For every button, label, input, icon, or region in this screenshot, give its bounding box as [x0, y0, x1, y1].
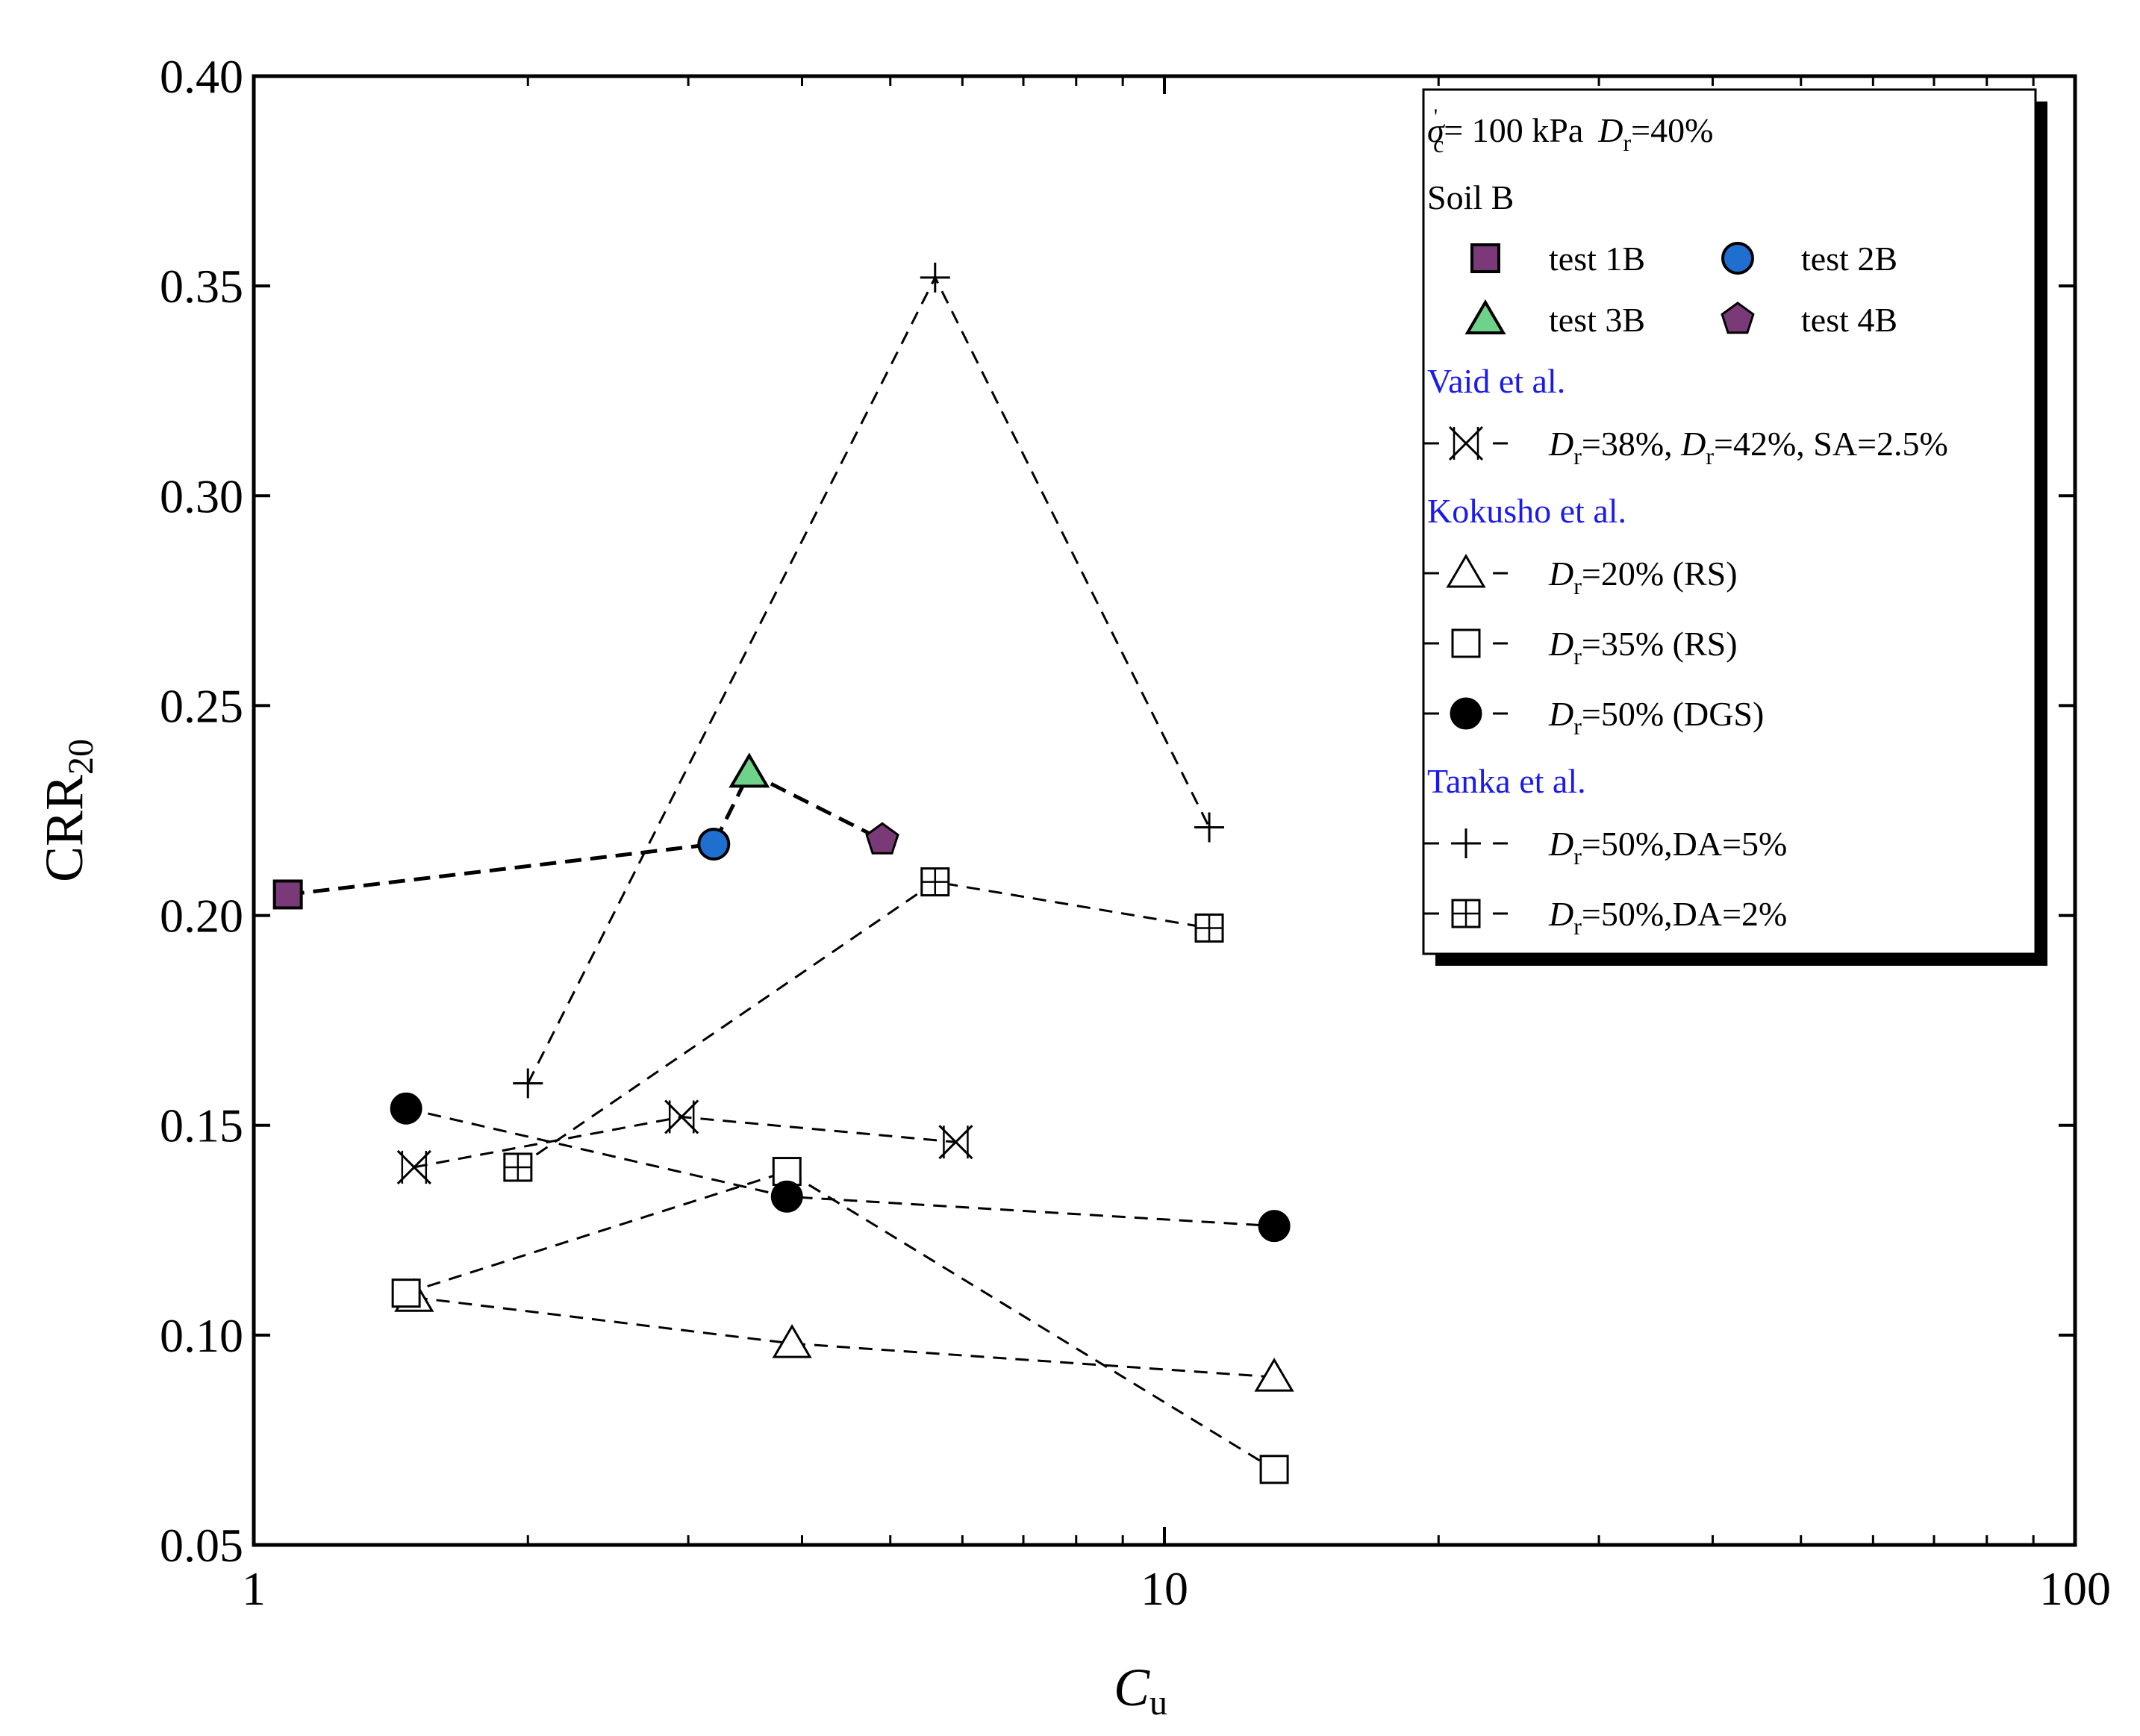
legend-xbox-d2 [1448, 425, 1484, 461]
series-line-9 [517, 881, 1210, 1169]
data-point-s4-p2-d2 [938, 1125, 973, 1160]
legend-group-tanka: Tanka et al. [1427, 762, 1586, 800]
series-line-4 [414, 1115, 956, 1169]
legend-marker-tanka-da2 [1424, 899, 1508, 928]
legend-group-kokusho: Kokusho et al. [1427, 492, 1626, 530]
series-markers [272, 262, 1294, 1484]
y-tick-label: 0.15 [160, 1099, 243, 1152]
data-point-s6-p0 [391, 1278, 421, 1308]
legend-square-open [1451, 628, 1481, 658]
legend-label-kokusho-dr50: Dr=50% (DGS) [1548, 695, 1764, 740]
y-tick-label: 0.35 [160, 260, 243, 313]
series-line-8 [526, 275, 1211, 1084]
legend-marker-kokusho-dr20 [1424, 554, 1508, 588]
x-tick-label: 1 [242, 1562, 266, 1615]
legend-marker-test-4b [1721, 302, 1755, 334]
y-axis-title: CRR20 [34, 739, 101, 882]
legend-group-soil-b: Soil B [1427, 178, 1514, 216]
legend-marker-vaid [1424, 425, 1508, 461]
data-point-s5-p2 [1254, 1358, 1294, 1392]
x-axis-title: Cu [1114, 1658, 1167, 1723]
y-tick-label: 0.30 [160, 469, 243, 522]
data-point-s2-p0 [729, 752, 770, 788]
x-tick-label: 100 [2039, 1562, 2111, 1615]
legend-triangle-open [1446, 554, 1486, 588]
legend-label-tanka-da5: Dr=50%,DA=5% [1548, 825, 1787, 869]
y-tick-label: 0.20 [160, 890, 243, 943]
legend-label-test-4b: test 4B [1801, 301, 1897, 339]
legend-label-tanka-da2: Dr=50%,DA=2% [1548, 895, 1787, 940]
series-line-6 [405, 1170, 1275, 1471]
legend: σ' c= 100 kPa Dr=40% Soil B test 1B test 2… [1422, 88, 2047, 966]
data-point-s7-p1 [770, 1180, 803, 1213]
x-minor-ticks [526, 76, 2035, 1545]
legend-marker-test-3b [1464, 299, 1506, 334]
legend-label-test-2b: test 2B [1801, 240, 1897, 278]
data-point-s7-p2 [1258, 1210, 1291, 1243]
legend-marker-test-2b [1721, 242, 1754, 275]
y-tick-label: 0.25 [160, 679, 243, 732]
legend-marker-kokusho-dr35 [1424, 628, 1508, 658]
legend-group-vaid: Vaid et al. [1427, 362, 1565, 400]
legend-circle [1721, 242, 1754, 275]
data-point-s6-p2 [1259, 1455, 1289, 1484]
legend-condition: σ' c= 100 kPa Dr=40% [1427, 104, 1713, 157]
legend-pentagon [1721, 302, 1755, 334]
data-point-s1-p0 [697, 827, 731, 861]
legend-square [1470, 243, 1500, 273]
y-tick-label: 0.10 [160, 1309, 243, 1362]
data-point-s0-p0 [272, 879, 303, 910]
series-line-7 [405, 1107, 1275, 1228]
legend-label-kokusho-dr35: Dr=35% (RS) [1548, 625, 1738, 669]
legend-marker-kokusho-dr50 [1424, 697, 1508, 730]
data-point-s4-p0-d2 [396, 1149, 431, 1185]
y-tick-label: 0.05 [160, 1519, 243, 1572]
series-lines [287, 275, 1275, 1471]
legend-label-vaid: Dr=38%, Dr=42%, SA=2.5% [1548, 425, 1948, 469]
legend-marker-tanka-da5 [1424, 828, 1508, 858]
legend-label-kokusho-dr20: Dr=20% (RS) [1548, 555, 1738, 599]
x-tick-label: 10 [1141, 1562, 1188, 1615]
legend-label-test-3b: test 3B [1549, 301, 1645, 339]
y-tick-label: 0.40 [160, 50, 243, 103]
data-point-s7-p0 [390, 1092, 422, 1125]
data-point-s3-p0 [865, 822, 899, 855]
legend-circle-filled [1450, 697, 1482, 730]
soil-b-line [287, 770, 884, 896]
series-line-5 [414, 1296, 1275, 1379]
legend-label-test-1b: test 1B [1549, 240, 1645, 278]
legend-marker-test-1b [1470, 243, 1500, 273]
axis-ticks: 0.05 0.10 0.15 0.20 0.25 0.30 0.35 0.40 1 10 100 [160, 50, 2111, 1615]
data-point-s5-p1 [772, 1324, 812, 1358]
data-point-s4-p1-d2 [664, 1099, 699, 1134]
legend-triangle [1464, 299, 1506, 334]
legend-box [1422, 88, 2037, 955]
